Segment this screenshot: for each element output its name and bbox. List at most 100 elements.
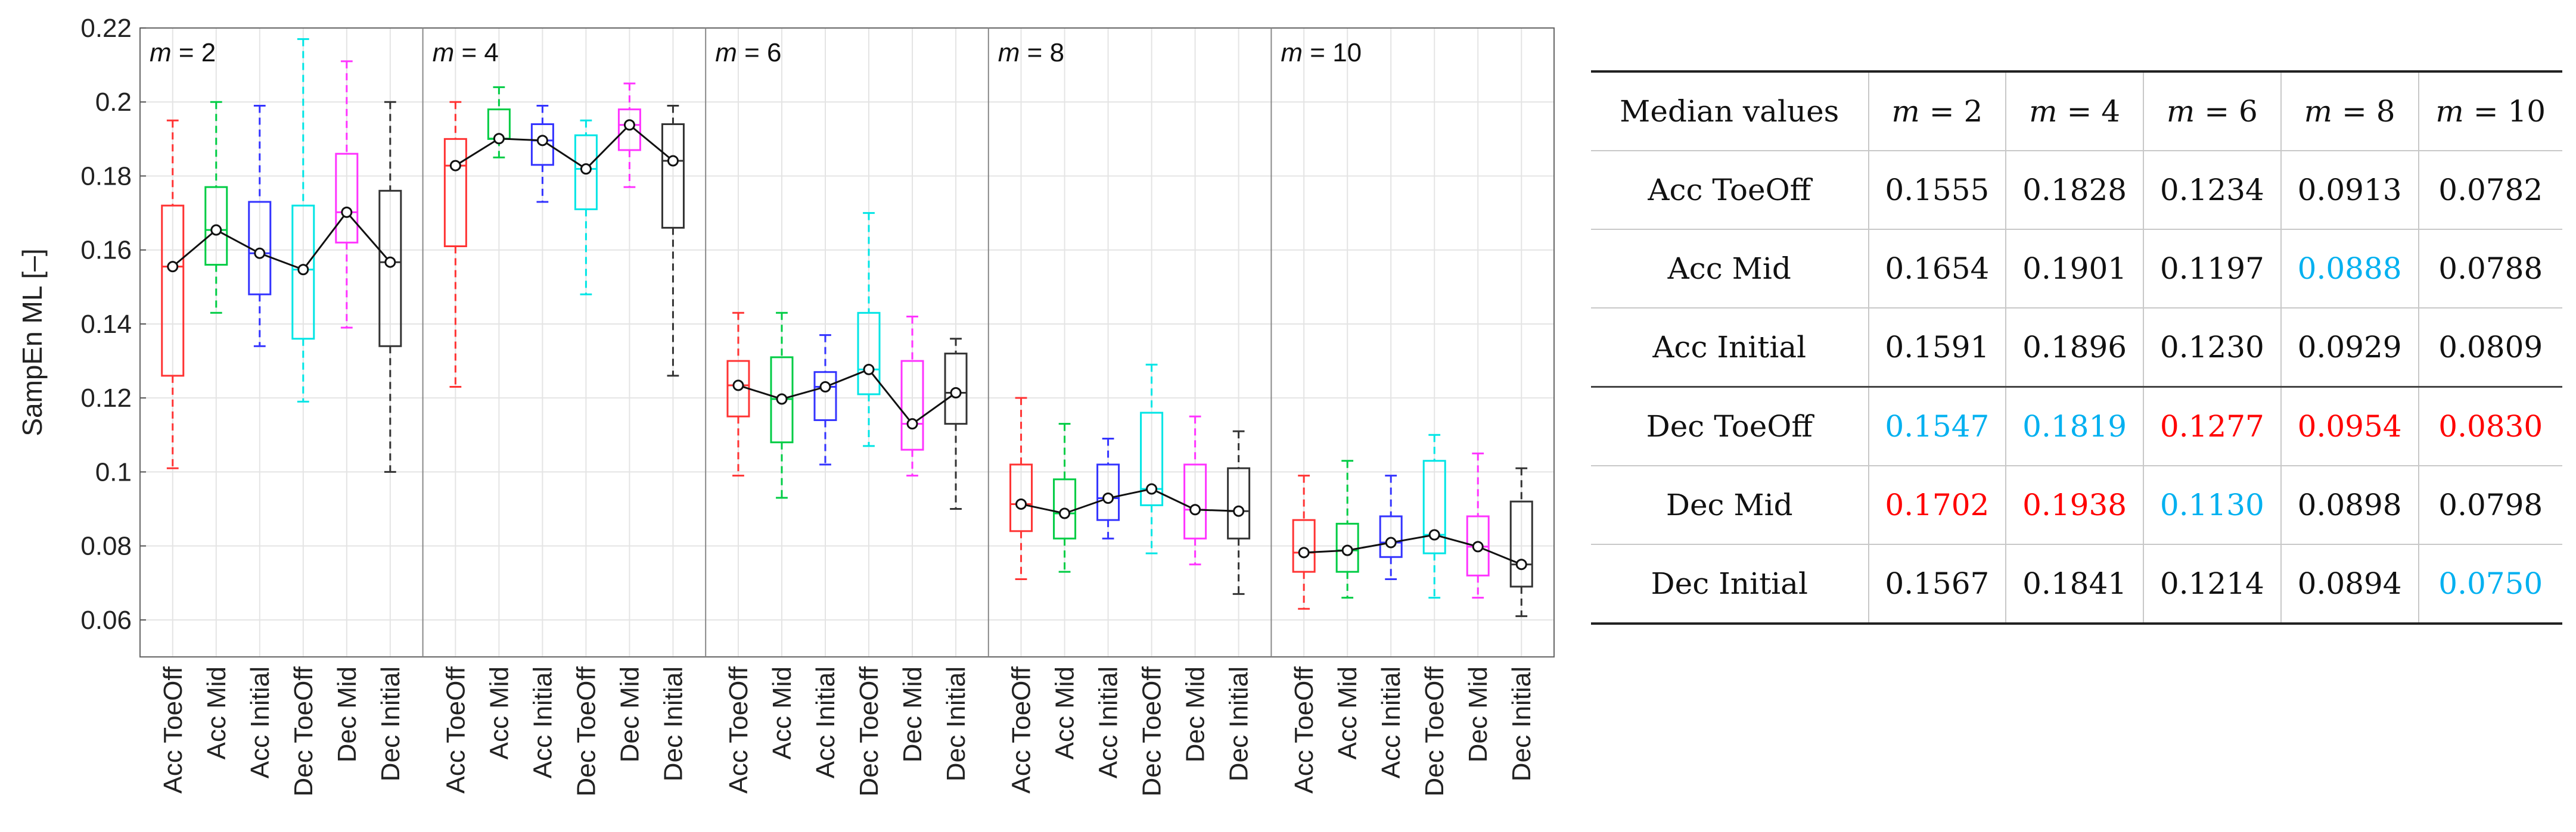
y-tick-label: 0.12 bbox=[80, 384, 132, 413]
table-row-acc-mid: Acc Mid 0.1654 0.1901 0.1197 0.0888 0.07… bbox=[1591, 229, 2562, 308]
box-rect bbox=[1422, 460, 1446, 554]
table-cell: 0.1547 bbox=[1867, 386, 2006, 466]
row-label: Dec Initial bbox=[1591, 544, 1869, 625]
table-cell: 0.0913 bbox=[2280, 150, 2419, 229]
median-marker bbox=[1102, 493, 1114, 504]
table-cell: 0.0929 bbox=[2280, 307, 2419, 387]
header-m-var: m bbox=[2304, 94, 2333, 129]
x-tick-label: Dec Mid bbox=[898, 666, 927, 762]
x-tick-label: Dec Initial bbox=[1225, 666, 1254, 781]
median-marker bbox=[623, 119, 635, 131]
table-cell: 0.1901 bbox=[2005, 229, 2144, 308]
table-cell: 0.1654 bbox=[1867, 229, 2006, 308]
table-cell: 0.1197 bbox=[2143, 229, 2281, 308]
header-m-rest: = 2 bbox=[1919, 94, 1983, 129]
table-cell: 0.1130 bbox=[2143, 465, 2281, 544]
box-rect bbox=[813, 371, 837, 421]
median-marker bbox=[1472, 541, 1484, 553]
x-tick-label: Dec Initial bbox=[941, 666, 971, 781]
table-row-dec-toeoff: Dec ToeOff 0.1547 0.1819 0.1277 0.0954 0… bbox=[1591, 386, 2562, 466]
table-header-row: Median values m = 2 m = 4 m = 6 m = 8 m … bbox=[1591, 70, 2562, 151]
table-header-m8: m = 8 bbox=[2280, 70, 2419, 151]
y-tick-label: 0.16 bbox=[80, 236, 132, 265]
row-label: Acc Initial bbox=[1591, 307, 1869, 387]
median-marker bbox=[536, 135, 548, 147]
panel-label-var: m bbox=[998, 38, 1020, 67]
table-header-m2: m = 2 bbox=[1867, 70, 2006, 151]
panel-label-var: m bbox=[1281, 38, 1303, 67]
box-rect bbox=[1009, 463, 1033, 532]
median-marker bbox=[776, 393, 788, 405]
x-tick-label: Acc ToeOff bbox=[1289, 666, 1319, 793]
box-rect bbox=[1183, 463, 1207, 540]
header-m-var: m bbox=[1891, 94, 1920, 129]
panel-label: m = 4 bbox=[433, 38, 499, 67]
box-rect bbox=[1096, 463, 1120, 521]
median-marker bbox=[1146, 483, 1158, 495]
x-tick-label: Dec ToeOff bbox=[1138, 666, 1167, 796]
median-marker bbox=[493, 133, 505, 145]
row-label: Acc ToeOff bbox=[1591, 150, 1869, 229]
x-tick-label: Acc ToeOff bbox=[441, 666, 470, 793]
header-m-rest: = 4 bbox=[2057, 94, 2121, 129]
table-cell: 0.1938 bbox=[2005, 465, 2144, 544]
row-label: Dec ToeOff bbox=[1591, 386, 1869, 466]
y-axis-label: SampEn ML [–] bbox=[17, 248, 48, 436]
median-marker bbox=[1189, 504, 1201, 516]
table-header-m4: m = 4 bbox=[2005, 70, 2144, 151]
median-marker bbox=[297, 264, 309, 276]
table-cell: 0.0898 bbox=[2280, 465, 2419, 544]
y-tick-label: 0.08 bbox=[80, 532, 132, 561]
header-m-var: m bbox=[2435, 94, 2464, 129]
table-cell: 0.0830 bbox=[2417, 386, 2562, 466]
table-row-dec-initial: Dec Initial 0.1567 0.1841 0.1214 0.0894 … bbox=[1591, 544, 2562, 625]
panel-label: m = 2 bbox=[150, 38, 216, 67]
x-tick-label: Dec ToeOff bbox=[571, 666, 601, 796]
header-m-rest: = 10 bbox=[2463, 94, 2546, 129]
x-tick-label: Acc ToeOff bbox=[1007, 666, 1036, 793]
table-cell: 0.0782 bbox=[2417, 150, 2562, 229]
x-tick-label: Acc Mid bbox=[484, 666, 514, 759]
x-tick-label: Dec Mid bbox=[333, 666, 362, 762]
table-cell: 0.0888 bbox=[2280, 229, 2419, 308]
x-tick-label: Dec Mid bbox=[1463, 666, 1493, 762]
table-cell: 0.1819 bbox=[2005, 386, 2144, 466]
table-cell: 0.0798 bbox=[2417, 465, 2562, 544]
table-header-first: Median values bbox=[1591, 70, 1869, 151]
x-tick-label: Acc Initial bbox=[246, 666, 275, 778]
median-marker bbox=[1233, 505, 1245, 517]
box-rect bbox=[574, 134, 598, 210]
table-cell: 0.1896 bbox=[2005, 307, 2144, 387]
boxplot-svg: 0.06 0.08 0.1 0.12 0.14 0.16 0.18 0.2 0.22 SampEn… bbox=[17, 14, 1555, 797]
table-row-acc-initial: Acc Initial 0.1591 0.1896 0.1230 0.0929 … bbox=[1591, 307, 2562, 387]
box-rect bbox=[204, 186, 228, 266]
table-cell: 0.1591 bbox=[1867, 307, 2006, 387]
panel-label-var: m bbox=[433, 38, 455, 67]
median-marker bbox=[1341, 544, 1353, 556]
panel-label: m = 8 bbox=[998, 38, 1064, 67]
median-marker bbox=[449, 160, 461, 172]
box-rect bbox=[291, 204, 315, 340]
table-cell: 0.1277 bbox=[2143, 386, 2281, 466]
table-cell: 0.1555 bbox=[1867, 150, 2006, 229]
median-connect-line bbox=[455, 123, 674, 170]
header-m-rest: = 6 bbox=[2195, 94, 2258, 129]
box-rect bbox=[661, 123, 685, 229]
median-connect-line bbox=[172, 210, 391, 271]
table-row-acc-toeoff: Acc ToeOff 0.1555 0.1828 0.1234 0.0913 0… bbox=[1591, 150, 2562, 229]
x-tick-label: Acc Initial bbox=[528, 666, 557, 778]
median-marker bbox=[254, 247, 266, 259]
table-cell: 0.0954 bbox=[2280, 386, 2419, 466]
box-rect bbox=[1140, 412, 1164, 506]
table-header-m6: m = 6 bbox=[2143, 70, 2281, 151]
table-cell: 0.0809 bbox=[2417, 307, 2562, 387]
y-tick-label: 0.18 bbox=[80, 161, 132, 191]
table-row-dec-mid: Dec Mid 0.1702 0.1938 0.1130 0.0898 0.07… bbox=[1591, 465, 2562, 544]
y-tick-label: 0.22 bbox=[80, 14, 132, 43]
median-marker bbox=[1015, 498, 1027, 510]
median-marker bbox=[1059, 507, 1071, 519]
box-rect bbox=[1509, 500, 1533, 588]
table-header-m10: m = 10 bbox=[2417, 70, 2562, 151]
median-connect-line bbox=[1021, 488, 1239, 515]
median-marker bbox=[1385, 537, 1397, 549]
